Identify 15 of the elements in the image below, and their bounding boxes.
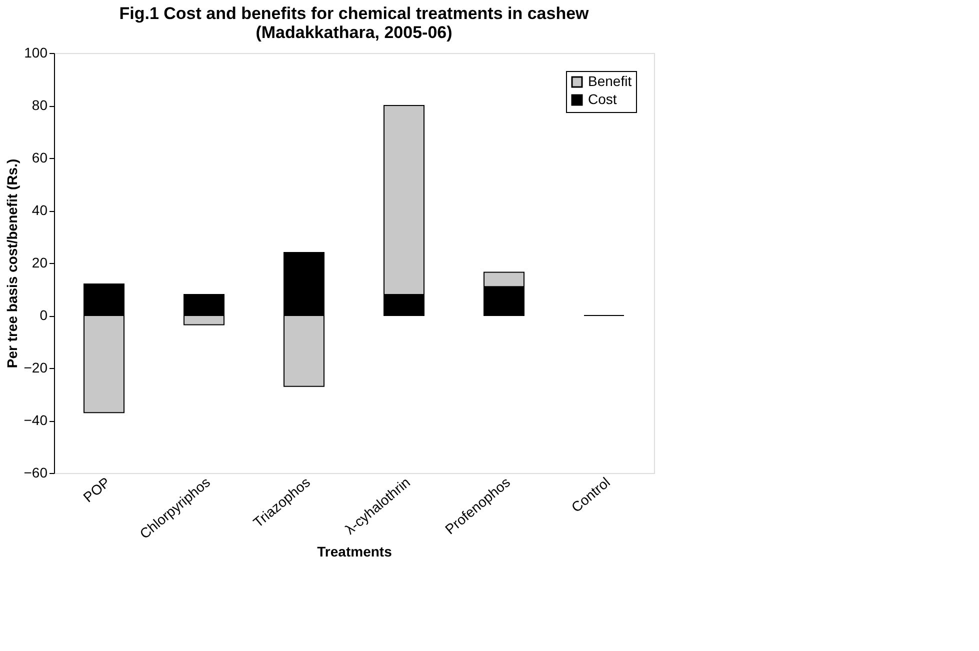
text: Fig.1 Cost and benefits for chemical treatments in cashew [119, 4, 589, 23]
legend-label: Benefit [588, 73, 632, 89]
text: (Madakkathara, 2005-06) [256, 23, 452, 42]
y-tick-label: 0 [40, 307, 48, 323]
y-tick-label: 80 [32, 97, 48, 113]
y-tick-label: −60 [24, 464, 48, 480]
legend-label: Cost [588, 91, 617, 107]
x-axis-title: Treatments [317, 544, 392, 560]
y-tick-label: 60 [32, 150, 48, 166]
y-tick-label: −20 [24, 360, 48, 376]
y-axis-title: Per tree basis cost/benefit (Rs.) [4, 158, 20, 368]
y-tick-label: 40 [32, 202, 48, 218]
y-tick-label: −40 [24, 412, 48, 428]
y-tick-label: 20 [32, 254, 48, 270]
y-tick-label: 100 [24, 44, 48, 60]
